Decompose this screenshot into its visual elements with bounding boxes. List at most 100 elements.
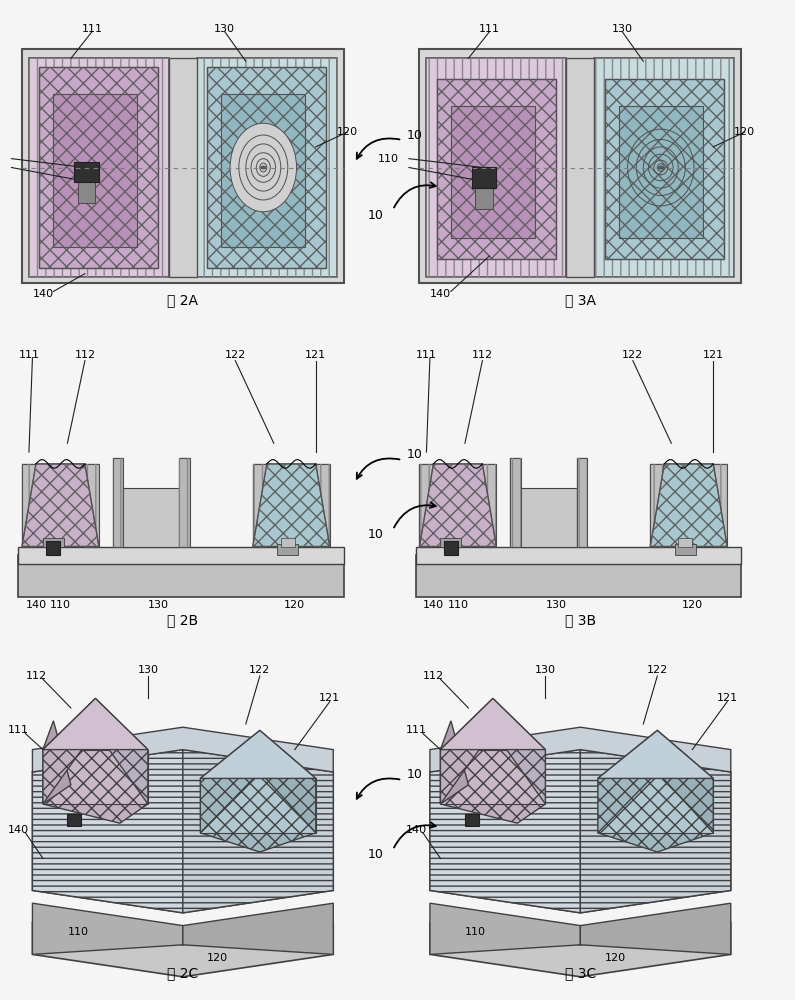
Text: 图 3A: 图 3A xyxy=(565,293,595,307)
Text: 112: 112 xyxy=(472,350,493,360)
Polygon shape xyxy=(43,721,71,804)
Bar xyxy=(29,58,169,277)
Bar xyxy=(78,179,95,203)
Bar xyxy=(22,464,36,546)
Polygon shape xyxy=(430,750,580,913)
Text: 130: 130 xyxy=(215,24,235,34)
Text: 110: 110 xyxy=(448,600,468,610)
Bar xyxy=(197,58,337,277)
Bar xyxy=(53,94,138,247)
Text: 120: 120 xyxy=(336,127,358,137)
Text: 10: 10 xyxy=(367,528,383,542)
Text: 10: 10 xyxy=(407,448,423,461)
Bar xyxy=(18,546,343,564)
Text: 121: 121 xyxy=(305,350,326,360)
Text: 122: 122 xyxy=(622,350,643,360)
Bar xyxy=(207,67,326,268)
Text: 121: 121 xyxy=(716,693,738,703)
Bar xyxy=(521,488,577,546)
Polygon shape xyxy=(253,464,330,546)
Bar xyxy=(22,464,36,546)
Polygon shape xyxy=(598,814,713,852)
Polygon shape xyxy=(598,730,713,778)
Text: 112: 112 xyxy=(423,671,444,681)
Polygon shape xyxy=(33,903,183,954)
Text: 130: 130 xyxy=(148,600,169,610)
Bar xyxy=(713,464,727,546)
Text: 120: 120 xyxy=(682,600,703,610)
Polygon shape xyxy=(430,750,731,913)
Text: 130: 130 xyxy=(138,665,158,675)
Bar xyxy=(678,538,692,546)
Bar xyxy=(197,58,337,277)
Text: 140: 140 xyxy=(25,600,47,610)
Polygon shape xyxy=(33,922,333,977)
Bar xyxy=(221,94,305,247)
Bar xyxy=(277,544,298,555)
Bar xyxy=(18,555,343,597)
Polygon shape xyxy=(33,750,183,913)
Polygon shape xyxy=(200,778,316,833)
Text: 110: 110 xyxy=(465,927,486,937)
Text: 121: 121 xyxy=(703,350,723,360)
Text: 122: 122 xyxy=(225,350,246,360)
Polygon shape xyxy=(43,785,148,823)
Polygon shape xyxy=(580,903,731,954)
Bar xyxy=(483,464,496,546)
Text: 图 3C: 图 3C xyxy=(564,967,596,981)
Polygon shape xyxy=(430,727,731,772)
Bar xyxy=(40,67,158,268)
Bar xyxy=(426,58,566,277)
Polygon shape xyxy=(200,730,316,778)
Bar xyxy=(475,185,493,209)
Bar xyxy=(472,167,496,188)
Bar xyxy=(595,58,735,277)
Text: 111: 111 xyxy=(81,24,103,34)
Bar xyxy=(510,458,521,546)
Text: 120: 120 xyxy=(285,600,305,610)
Bar xyxy=(253,464,267,546)
Text: 111: 111 xyxy=(8,725,29,735)
Polygon shape xyxy=(200,730,260,833)
Ellipse shape xyxy=(261,166,266,169)
Text: 140: 140 xyxy=(8,825,29,835)
Polygon shape xyxy=(43,750,148,804)
Polygon shape xyxy=(183,750,333,913)
Polygon shape xyxy=(22,464,99,546)
Bar xyxy=(316,464,330,546)
Polygon shape xyxy=(33,750,333,913)
Bar xyxy=(483,464,496,546)
Polygon shape xyxy=(430,922,731,977)
Bar xyxy=(281,538,295,546)
Bar xyxy=(46,541,60,555)
Polygon shape xyxy=(440,721,468,804)
Bar xyxy=(29,58,169,277)
Polygon shape xyxy=(440,698,545,750)
Bar xyxy=(180,458,190,546)
Text: 122: 122 xyxy=(646,665,668,675)
Text: 110: 110 xyxy=(50,600,71,610)
Bar xyxy=(451,106,535,238)
Bar xyxy=(605,79,723,259)
Polygon shape xyxy=(200,814,316,852)
Bar xyxy=(113,458,123,546)
Text: 111: 111 xyxy=(405,725,426,735)
Bar xyxy=(169,58,197,277)
Text: 10: 10 xyxy=(407,768,423,782)
Polygon shape xyxy=(183,903,333,954)
Text: 图 3B: 图 3B xyxy=(564,613,596,627)
Bar xyxy=(416,546,741,564)
Bar xyxy=(420,464,433,546)
Text: 111: 111 xyxy=(18,350,40,360)
Bar xyxy=(316,464,330,546)
Text: 10: 10 xyxy=(367,848,383,861)
Polygon shape xyxy=(260,730,316,833)
Text: 112: 112 xyxy=(75,350,95,360)
Bar xyxy=(595,58,735,277)
Text: 120: 120 xyxy=(207,953,228,963)
Ellipse shape xyxy=(230,123,297,212)
Text: 130: 130 xyxy=(535,665,556,675)
Text: 图 2C: 图 2C xyxy=(167,967,199,981)
Polygon shape xyxy=(95,698,148,804)
Text: 110: 110 xyxy=(68,927,88,937)
